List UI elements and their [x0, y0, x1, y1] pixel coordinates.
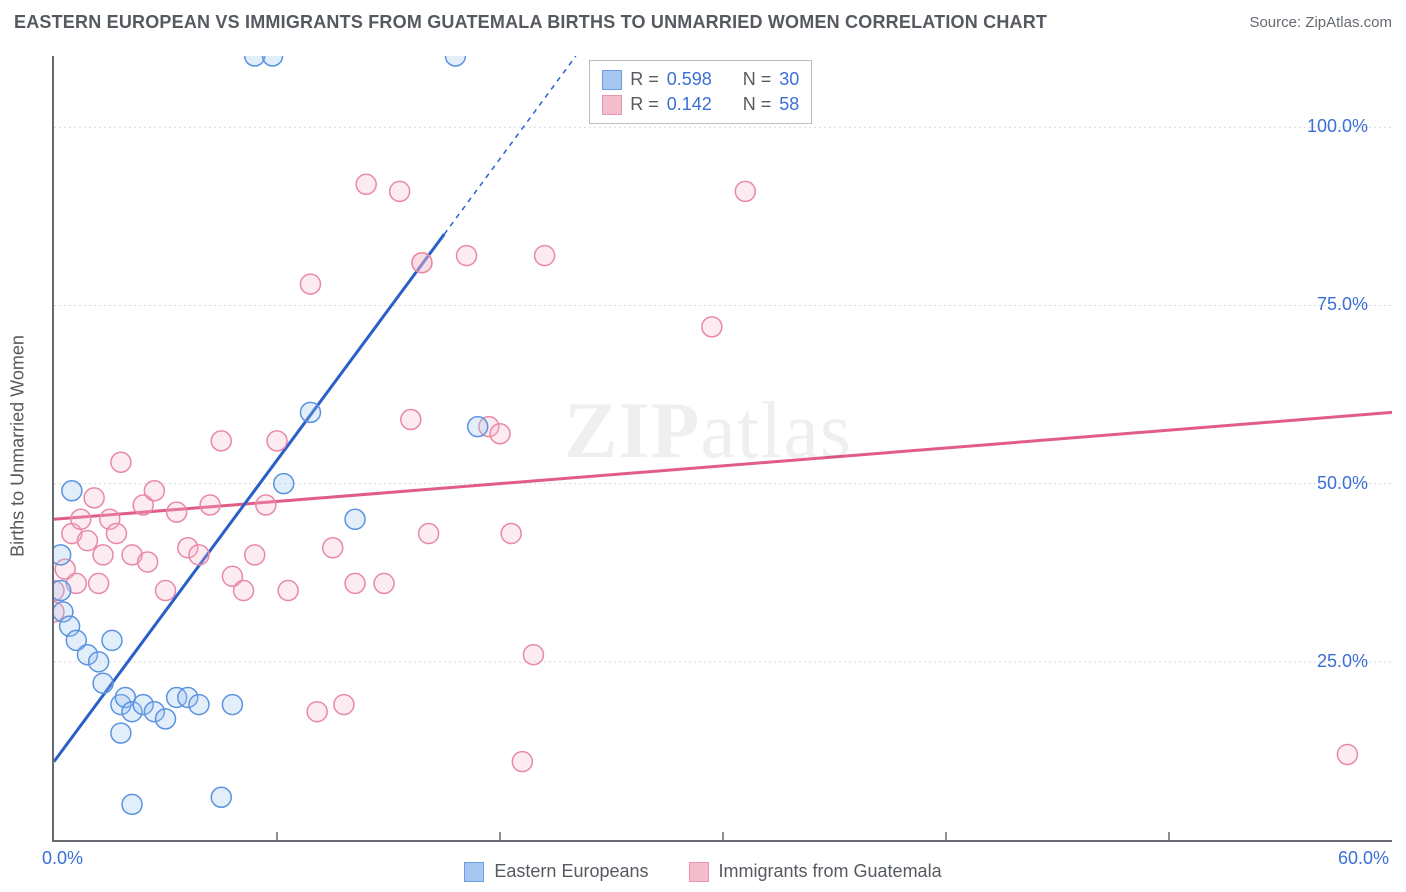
n-value-s2: 58: [779, 94, 799, 115]
header-bar: EASTERN EUROPEAN VS IMMIGRANTS FROM GUAT…: [0, 0, 1406, 44]
scatter-plot-svg: [54, 56, 1392, 840]
y-axis-label: Births to Unmarried Women: [8, 335, 29, 557]
ytick-100: 100.0%: [1307, 116, 1368, 137]
r-label: R =: [630, 94, 659, 115]
legend-label-s1: Eastern Europeans: [494, 861, 648, 882]
swatch-s2: [602, 95, 622, 115]
n-value-s1: 30: [779, 69, 799, 90]
legend-bottom: Eastern Europeans Immigrants from Guatem…: [0, 861, 1406, 882]
r-value-s1: 0.598: [667, 69, 725, 90]
r-label: R =: [630, 69, 659, 90]
plot-area: ZIPatlas R = 0.598 N = 30 R = 0.142 N = …: [52, 56, 1392, 842]
chart-container: EASTERN EUROPEAN VS IMMIGRANTS FROM GUAT…: [0, 0, 1406, 892]
legend-label-s2: Immigrants from Guatemala: [719, 861, 942, 882]
legend-swatch-s1: [464, 862, 484, 882]
source-label: Source: ZipAtlas.com: [1249, 14, 1392, 31]
r-value-s2: 0.142: [667, 94, 725, 115]
stats-legend-box: R = 0.598 N = 30 R = 0.142 N = 58: [589, 60, 812, 124]
n-label: N =: [743, 94, 772, 115]
stats-row-s1: R = 0.598 N = 30: [602, 67, 799, 92]
stats-row-s2: R = 0.142 N = 58: [602, 92, 799, 117]
n-label: N =: [743, 69, 772, 90]
swatch-s1: [602, 70, 622, 90]
ytick-50: 50.0%: [1317, 473, 1368, 494]
chart-title: EASTERN EUROPEAN VS IMMIGRANTS FROM GUAT…: [14, 12, 1047, 33]
ytick-25: 25.0%: [1317, 651, 1368, 672]
legend-item-s2: Immigrants from Guatemala: [689, 861, 942, 882]
ytick-75: 75.0%: [1317, 294, 1368, 315]
legend-swatch-s2: [689, 862, 709, 882]
legend-item-s1: Eastern Europeans: [464, 861, 648, 882]
